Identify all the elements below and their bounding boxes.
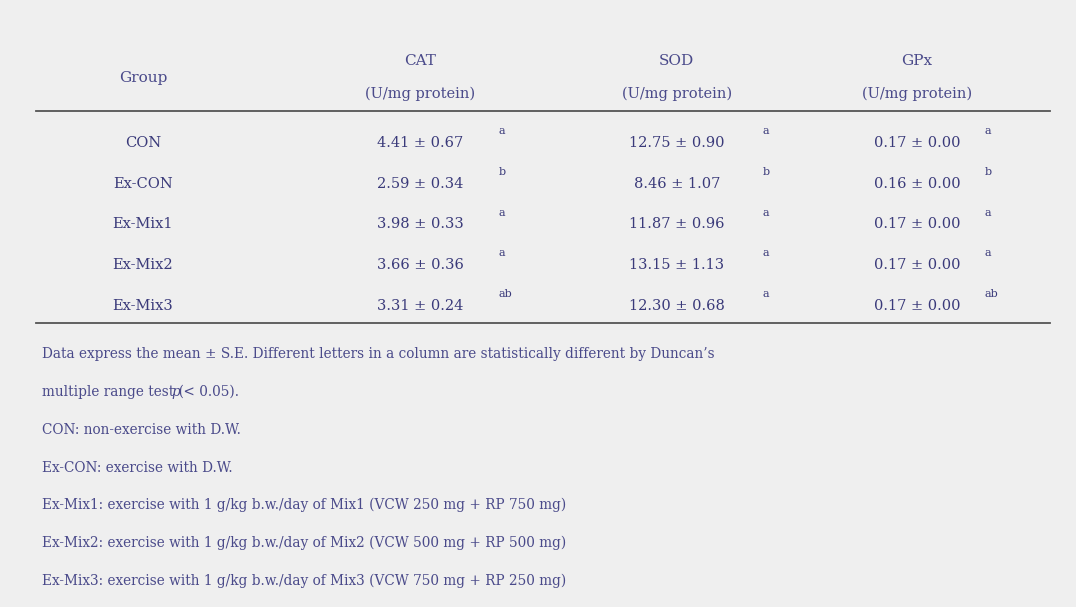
Text: Data express the mean ± S.E. Different letters in a column are statistically dif: Data express the mean ± S.E. Different l… (42, 347, 714, 361)
Text: Ex-Mix1: exercise with 1 g/kg b.w./day of Mix1 (VCW 250 mg + RP 750 mg): Ex-Mix1: exercise with 1 g/kg b.w./day o… (42, 498, 566, 512)
Text: a: a (762, 208, 769, 217)
Text: 13.15 ± 1.13: 13.15 ± 1.13 (629, 258, 724, 272)
Text: 0.17 ± 0.00: 0.17 ± 0.00 (874, 299, 960, 313)
Text: 0.17 ± 0.00: 0.17 ± 0.00 (874, 136, 960, 150)
Text: b: b (498, 167, 506, 177)
Text: b: b (985, 167, 991, 177)
Text: (U/mg protein): (U/mg protein) (366, 87, 476, 101)
Text: Ex-CON: exercise with D.W.: Ex-CON: exercise with D.W. (42, 461, 232, 475)
Text: Ex-Mix3: exercise with 1 g/kg b.w./day of Mix3 (VCW 750 mg + RP 250 mg): Ex-Mix3: exercise with 1 g/kg b.w./day o… (42, 574, 566, 588)
Text: a: a (985, 208, 991, 217)
Text: a: a (762, 289, 769, 299)
Text: 3.98 ± 0.33: 3.98 ± 0.33 (378, 217, 464, 231)
Text: 12.75 ± 0.90: 12.75 ± 0.90 (629, 136, 724, 150)
Text: 4.41 ± 0.67: 4.41 ± 0.67 (378, 136, 464, 150)
Text: 8.46 ± 1.07: 8.46 ± 1.07 (634, 177, 720, 191)
Text: Ex-CON: Ex-CON (113, 177, 173, 191)
Text: GPx: GPx (902, 54, 933, 68)
Text: 0.17 ± 0.00: 0.17 ± 0.00 (874, 217, 960, 231)
Text: a: a (762, 248, 769, 258)
Text: a: a (985, 248, 991, 258)
Text: 12.30 ± 0.68: 12.30 ± 0.68 (628, 299, 725, 313)
Text: ab: ab (985, 289, 999, 299)
Text: CON: CON (125, 136, 161, 150)
Text: 11.87 ± 0.96: 11.87 ± 0.96 (629, 217, 724, 231)
Text: 3.31 ± 0.24: 3.31 ± 0.24 (378, 299, 464, 313)
Text: Group: Group (118, 70, 167, 84)
Text: a: a (498, 208, 505, 217)
Text: < 0.05).: < 0.05). (179, 385, 239, 399)
Text: multiple range test (: multiple range test ( (42, 385, 184, 399)
Text: Ex-Mix2: exercise with 1 g/kg b.w./day of Mix2 (VCW 500 mg + RP 500 mg): Ex-Mix2: exercise with 1 g/kg b.w./day o… (42, 536, 566, 550)
Text: p: p (171, 385, 181, 399)
Text: (U/mg protein): (U/mg protein) (862, 87, 972, 101)
Text: b: b (762, 167, 769, 177)
Text: a: a (762, 126, 769, 136)
Text: SOD: SOD (660, 54, 694, 68)
Text: 2.59 ± 0.34: 2.59 ± 0.34 (378, 177, 464, 191)
Text: Ex-Mix1: Ex-Mix1 (113, 217, 173, 231)
Text: a: a (985, 126, 991, 136)
Text: a: a (498, 248, 505, 258)
Text: (U/mg protein): (U/mg protein) (622, 87, 732, 101)
Text: CAT: CAT (405, 54, 437, 68)
Text: 3.66 ± 0.36: 3.66 ± 0.36 (377, 258, 464, 272)
Text: 0.16 ± 0.00: 0.16 ± 0.00 (874, 177, 961, 191)
Text: 0.17 ± 0.00: 0.17 ± 0.00 (874, 258, 960, 272)
Text: CON: non-exercise with D.W.: CON: non-exercise with D.W. (42, 423, 240, 437)
Text: ab: ab (498, 289, 512, 299)
Text: Ex-Mix3: Ex-Mix3 (113, 299, 173, 313)
Text: Ex-Mix2: Ex-Mix2 (113, 258, 173, 272)
Text: a: a (498, 126, 505, 136)
